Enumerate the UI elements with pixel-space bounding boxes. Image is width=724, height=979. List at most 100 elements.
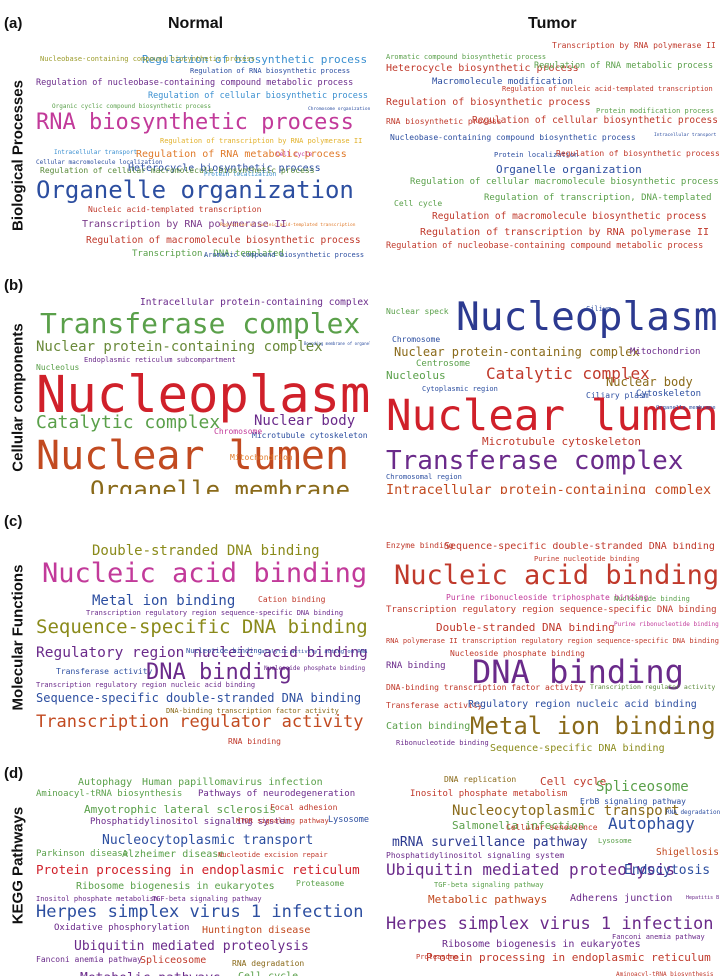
cloud-term: Nucleocytoplasmic transport [102, 833, 314, 848]
cloud-term: Alzheimer disease [122, 849, 225, 860]
cloud-term: Transferase activity [386, 701, 483, 710]
row-label-molecular-functions: Molecular Functions [9, 564, 27, 711]
cloud-term: Nuclear protein-containing complex [36, 339, 323, 355]
cloud-term: Nucleoside phosphate binding [264, 665, 366, 672]
cloud-term: Cell cycle [276, 151, 313, 158]
cloud-term: Cell cycle [394, 199, 443, 208]
cloud-term: Adherens junction [570, 893, 673, 904]
cloud-term: Transcription by RNA polymerase II [552, 42, 716, 50]
cloud-term: Chromosome organization [308, 107, 370, 112]
cloud-term: Nucleolus [36, 363, 80, 372]
cloud-term: Sequence-specific DNA binding [36, 616, 368, 638]
cloud-term: Protein localization [204, 171, 277, 178]
cloud-term: Ubiquitin mediated proteolysis [386, 860, 675, 879]
cloud-term: Nuclear protein-containing complex [394, 345, 640, 359]
cloud-term: Regulation of transcription, DNA-templat… [484, 193, 712, 203]
wordcloud-molecular-functions-normal: Double-stranded DNA binding Nucleic acid … [36, 542, 370, 760]
cloud-term: Metal ion binding [470, 712, 716, 740]
cloud-term: Intracellular transport [654, 133, 717, 138]
cloud-term: Bounding membrane of organelle [304, 341, 370, 346]
cloud-term: Centrosome [416, 359, 471, 369]
cloud-term: Regulatory region nucleic acid binding [468, 699, 697, 710]
cloud-term: Nucleotide binding [614, 595, 690, 603]
cloud-term: Transferase complex [40, 307, 361, 340]
cloud-term: Amyotrophic lateral sclerosis [84, 803, 277, 816]
cloud-term: Nucleolus [386, 369, 446, 382]
cloud-term: Autophagy [608, 814, 695, 833]
cloud-term: RNA degradation [666, 809, 720, 816]
cloud-term: Regulation of macromolecule biosynthetic… [432, 211, 707, 222]
panel-label-d: (d) [4, 765, 24, 782]
cloud-term: RNA degradation [232, 959, 305, 968]
cloud-term: Cellular senescence [506, 823, 598, 832]
cloud-term: RNA biosynthetic process [386, 117, 502, 126]
cloud-term: DNA binding [146, 660, 292, 685]
cloud-term: Regulation of cellular macromolecule bio… [40, 166, 315, 175]
wordcloud-cellular-components-normal: Intracellular protein-containing complex… [36, 298, 370, 494]
cloud-term: Organelle membrane [656, 405, 716, 411]
cloud-term: Ribosome biogenesis in eukaryotes [76, 881, 275, 892]
cloud-term: Transferase activity [56, 667, 153, 676]
cloud-term: Sequence-specific double-stranded DNA bi… [444, 542, 715, 552]
cloud-term: Nucleoplasm [456, 298, 718, 340]
wordcloud-biological-processes-normal: Regulation of biosynthetic process Nucleo… [36, 42, 370, 264]
cloud-term: Mitochondrion [230, 453, 293, 462]
cloud-term: Spliceosome [140, 955, 207, 966]
cloud-term: Phosphatidylinositol signaling system [386, 851, 565, 860]
cloud-term: Double-stranded DNA binding [436, 621, 615, 634]
cloud-term: Transcription regulatory region sequence… [386, 605, 717, 615]
cloud-term: Heterocycle biosynthetic process [128, 163, 321, 174]
cloud-term: Ciliary plasm [586, 391, 649, 400]
cloud-term: Endoplasmic reticulum subcompartment [84, 356, 236, 364]
wordcloud-cellular-components-tumor: Nucleoplasm Nuclear speck Chromosome Nuclea… [386, 298, 720, 494]
cloud-term: ErbB signaling pathway [580, 797, 686, 806]
column-header-tumor: Tumor [528, 15, 577, 32]
cloud-term: Nuclear body [254, 413, 356, 429]
cloud-term: Metabolic pathways [428, 893, 548, 906]
cloud-term: Phosphatidylinositol signaling system [90, 817, 291, 827]
cloud-term: Transcription regulatory region nucleic … [36, 681, 256, 689]
cloud-term: DNA-binding transcription factor activit… [386, 683, 584, 692]
cloud-term: Nucleic acid binding [42, 558, 368, 589]
cloud-term: Herpes simplex virus 1 infection [36, 902, 364, 922]
cloud-term: Regulation of biosynthetic process [142, 53, 368, 66]
cloud-term: Spliceosome [596, 779, 689, 795]
cloud-term: Inositol phosphate metabolism [410, 789, 568, 799]
cloud-term: Fanconi anemia pathway [36, 955, 142, 964]
cloud-term: Protein processing in endoplasmic reticu… [426, 951, 711, 964]
cloud-term: Nucleocytoplasmic transport [452, 803, 680, 819]
cloud-term: Aromatic compound biosynthetic process [204, 251, 365, 259]
cloud-term: Regulation of RNA metabolic process [534, 61, 714, 71]
cloud-term: Protein modification process [596, 107, 715, 115]
cloud-term: Sequence-specific DNA binding [490, 743, 665, 754]
cloud-term: Catalytic activity, acting on RNA [258, 649, 368, 655]
cloud-term: Cytoplasmic region [422, 385, 498, 393]
cloud-term: Transcription, DNA-templated [132, 249, 284, 259]
cloud-term: Cation binding [258, 595, 326, 604]
cloud-term: Nuclear speck [386, 307, 449, 316]
cloud-term: DNA replication [444, 776, 517, 784]
cloud-term: Nucleic acid binding [394, 560, 720, 591]
cloud-term: Regulation of cellular biosynthetic proc… [472, 115, 718, 126]
row-label-kegg-pathways: KEGG Pathways [9, 806, 27, 925]
cloud-term: Nucleoplasm [36, 365, 370, 424]
cloud-term: Macromolecule modification [432, 77, 573, 87]
cloud-term: Purine nucleotide binding [534, 555, 640, 563]
cloud-term: Cellular macromolecule localization [36, 159, 163, 166]
cloud-term: Autophagy [78, 777, 133, 788]
cloud-term: Intracellular protein-containing complex [140, 298, 369, 308]
cloud-term: Inositol phosphate metabolism [36, 895, 159, 903]
panel-label-c: (c) [4, 513, 23, 530]
cloud-term: Regulation of biosynthetic process [556, 149, 720, 158]
cloud-term: DNA binding [472, 653, 684, 691]
cloud-term: Transcription regulator activity [36, 712, 364, 732]
cloud-term: Microtubule cytoskeleton [252, 431, 368, 440]
cloud-term: Organelle organization [496, 163, 642, 176]
cloud-term: MTOR signaling pathway [236, 817, 329, 825]
cloud-term: Nucleobase-containing compound biosynthe… [40, 55, 255, 63]
cloud-term: Organic cyclic compound biosynthetic pro… [52, 103, 211, 110]
cloud-term: RNA binding [228, 737, 281, 746]
cloud-term: Nuclear body [606, 375, 693, 389]
cloud-term: Pathways of neurodegeneration [198, 789, 356, 799]
row-label-cellular-components: Cellular components [9, 323, 27, 472]
